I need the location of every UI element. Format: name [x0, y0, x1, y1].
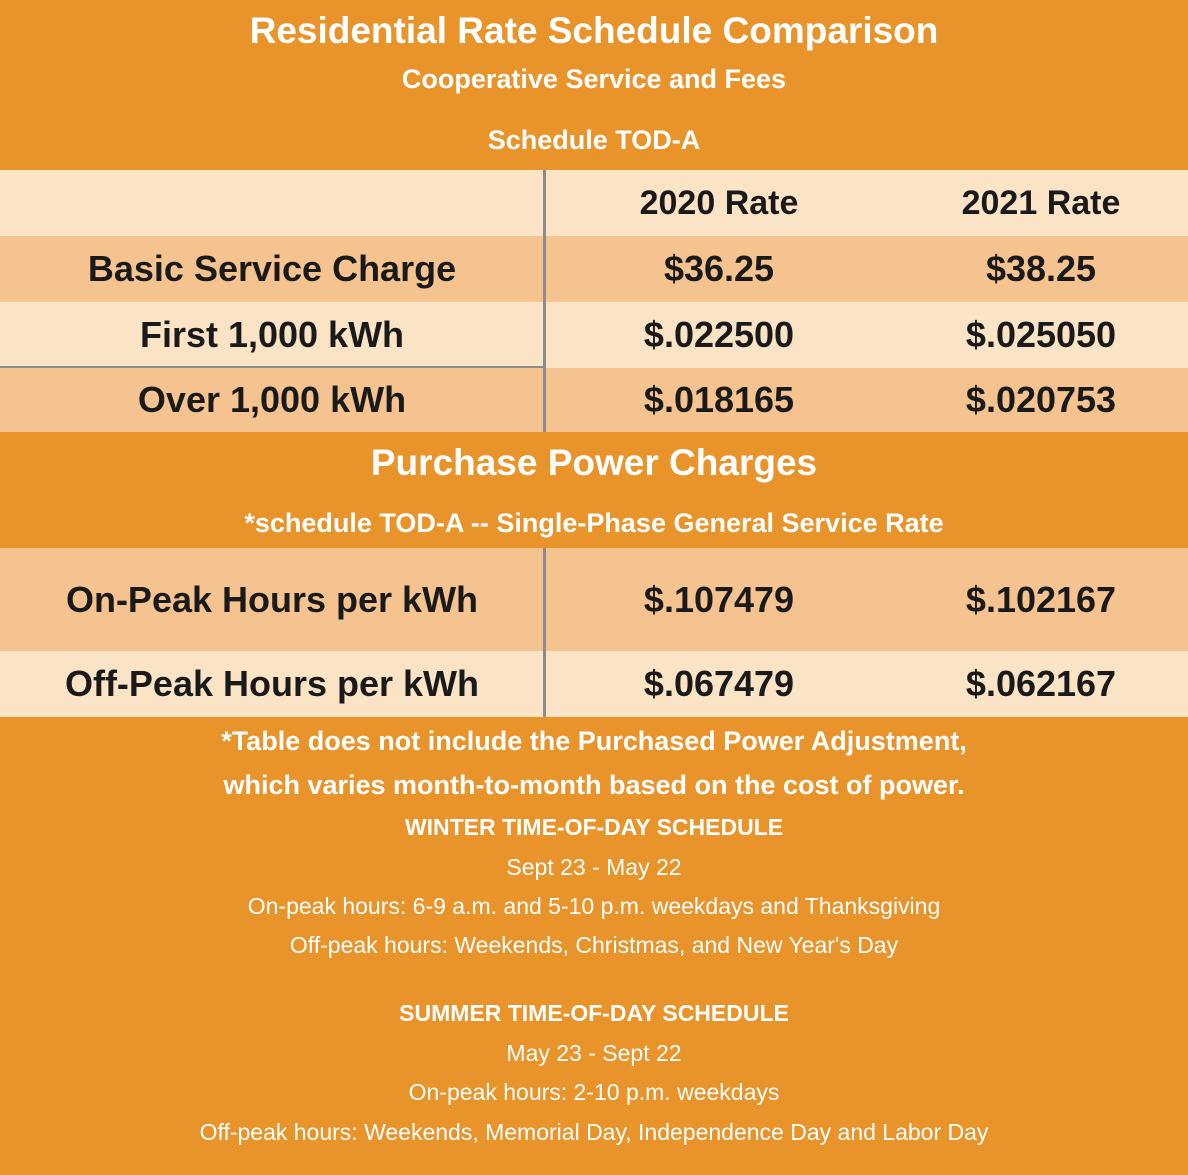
- table-column-divider: [543, 548, 546, 717]
- rate-2021: $.062167: [965, 663, 1117, 704]
- summer-off-peak: Off-peak hours: Weekends, Memorial Day, …: [199, 1119, 989, 1145]
- header-cell-2020: 2020 Rate: [639, 183, 799, 222]
- purchase-power-title: Purchase Power Charges: [370, 442, 818, 483]
- summer-schedule-dates: May 23 - Sept 22: [506, 1040, 682, 1066]
- table-header-row: 2020 Rate 2021 Rate: [0, 170, 1188, 236]
- note-line: *Table does not include the Purchased Po…: [221, 726, 967, 756]
- summer-on-peak: On-peak hours: 2-10 p.m. weekdays: [408, 1079, 780, 1105]
- rate-2021: $.102167: [965, 578, 1117, 620]
- rate-2020: $36.25: [663, 248, 775, 289]
- rate-2020: $.107479: [643, 578, 795, 620]
- rate-2021: $38.25: [985, 248, 1097, 289]
- note-line: which varies month-to-month based on the…: [223, 770, 965, 800]
- header-cell-2021: 2021 Rate: [961, 183, 1121, 222]
- rate-2021: $.025050: [965, 314, 1117, 355]
- rate-2020: $.018165: [643, 379, 795, 420]
- winter-schedule-dates: Sept 23 - May 22: [506, 854, 682, 880]
- winter-on-peak: On-peak hours: 6-9 a.m. and 5-10 p.m. we…: [247, 893, 941, 919]
- page-title: Residential Rate Schedule Comparison: [249, 10, 939, 51]
- schedule-label: Schedule TOD-A: [487, 125, 701, 155]
- table-row: Over 1,000 kWh $.018165 $.020753: [0, 368, 1188, 432]
- row-label: Basic Service Charge: [87, 248, 457, 289]
- table-row: Off-Peak Hours per kWh $.067479 $.062167: [0, 651, 1188, 717]
- row-label: First 1,000 kWh: [139, 314, 405, 355]
- rate-2021: $.020753: [965, 379, 1117, 420]
- table-row: Basic Service Charge $36.25 $38.25: [0, 236, 1188, 302]
- row-label: On-Peak Hours per kWh: [65, 578, 479, 620]
- winter-schedule-heading: WINTER TIME-OF-DAY SCHEDULE: [404, 814, 784, 840]
- header-cell-blank: [0, 170, 544, 236]
- row-label: Off-Peak Hours per kWh: [64, 663, 480, 704]
- winter-off-peak: Off-peak hours: Weekends, Christmas, and…: [289, 932, 899, 958]
- table-row-divider: [0, 366, 544, 368]
- table-row: On-Peak Hours per kWh $.107479 $.102167: [0, 548, 1188, 651]
- purchase-power-subtitle: *schedule TOD-A -- Single-Phase General …: [244, 508, 944, 538]
- page-subtitle: Cooperative Service and Fees: [401, 64, 787, 94]
- table-column-divider: [543, 170, 546, 432]
- table-row: First 1,000 kWh $.022500 $.025050: [0, 302, 1188, 368]
- rate-2020: $.022500: [643, 314, 795, 355]
- row-label: Over 1,000 kWh: [137, 379, 407, 420]
- rate-2020: $.067479: [643, 663, 795, 704]
- summer-schedule-heading: SUMMER TIME-OF-DAY SCHEDULE: [399, 1000, 789, 1026]
